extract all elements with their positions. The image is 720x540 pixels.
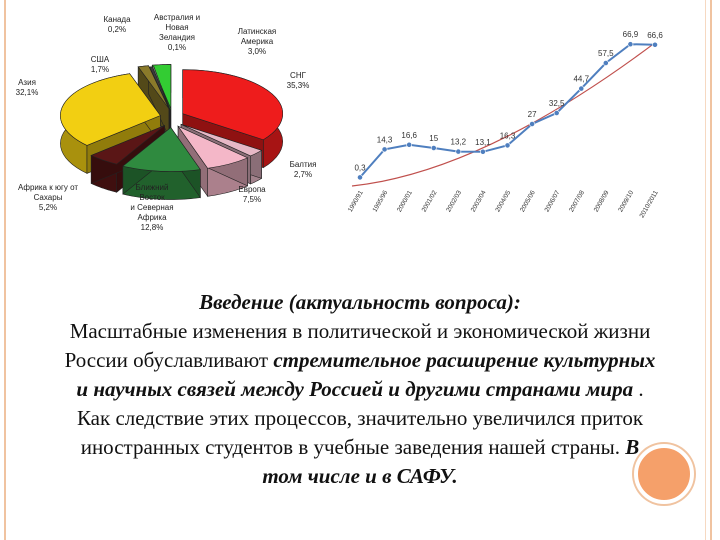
line-point — [553, 110, 560, 116]
trend-line — [351, 42, 656, 187]
line-point — [578, 85, 585, 92]
intro-p1: Масштабные изменения в политической и эк… — [64, 319, 651, 372]
line-x-tick-label: 1990/91 — [347, 189, 365, 213]
pie-slice-label: Ближний Восток и Северная Африка 12,8% — [130, 183, 173, 232]
pie-slices — [60, 64, 284, 200]
line-point — [357, 174, 363, 181]
line-value-label: 57,5 — [598, 49, 614, 58]
line-x-tick-label: 2002/03 — [445, 189, 463, 213]
line-value-label: 13,2 — [451, 138, 467, 147]
line-value-label: 27 — [528, 110, 537, 119]
intro-p1-emphasis: стремительное расширение культурных и на… — [76, 348, 656, 401]
line-x-tick-labels: 1990/91 1995/96 2000/01 2001/02 2002/03 2003/… — [347, 189, 660, 219]
line-point — [627, 41, 634, 48]
series-line — [359, 43, 656, 179]
line-x-tick-label: 2010/2011 — [639, 189, 660, 219]
line-value-label: 0,3 — [354, 163, 366, 172]
intro-p2: Как следствие этих процессов, значительн… — [76, 406, 644, 459]
line-x-tick-label: 2006/07 — [544, 189, 562, 213]
line-x-tick-label: 2007/08 — [568, 189, 586, 213]
line-value-label: 14,3 — [377, 135, 393, 144]
line-x-tick-label: 1995/96 — [372, 189, 390, 213]
line-value-label: 32,5 — [549, 99, 565, 108]
pie-slice-label: Африка к югу от Сахары 5,2% — [18, 183, 78, 212]
intro-paragraph: Масштабные изменения в политической и эк… — [60, 317, 660, 491]
line-point — [602, 60, 609, 66]
line-x-tick-label: 2004/05 — [494, 189, 512, 213]
pie-labels: СНГ 35,3% Балтия 2,7% Европа 7,5% Ближний Восто… — [16, 13, 317, 232]
pie-slice-label: Европа 7,5% — [238, 185, 266, 204]
pie-slice-label: СНГ 35,3% — [287, 71, 310, 90]
intro-p1-end: . — [633, 377, 644, 401]
pie-chart: СНГ 35,3% Балтия 2,7% Европа 7,5% Ближний Восто… — [16, 13, 317, 232]
intro-heading: Введение (актуальность вопроса): — [199, 290, 521, 314]
line-x-tick-label: 2001/02 — [421, 189, 439, 213]
line-value-label: 66,9 — [623, 30, 639, 39]
line-value-labels: 0,3 14,3 16,6 15 13,2 13,1 16,3 27 32,5 44,7 57,5 6… — [354, 30, 663, 172]
left-frame-line — [4, 0, 6, 540]
line-point — [381, 146, 388, 153]
line-point — [529, 121, 535, 127]
pie-slice — [137, 65, 170, 138]
pie-slice-label: Латинская Америка 3,0% — [238, 27, 277, 56]
line-value-label: 16,6 — [401, 131, 417, 140]
line-x-tick-label: 2005/06 — [519, 189, 537, 213]
line-points — [357, 41, 658, 181]
line-value-label: 66,6 — [647, 31, 663, 40]
pie-slice-label: Канада 0,2% — [103, 15, 131, 34]
decorative-circle — [634, 444, 694, 504]
line-x-tick-label: 2008/09 — [593, 189, 611, 213]
line-chart: 0,3 14,3 16,6 15 13,2 13,1 16,3 27 32,5 44,7 57,5 6… — [347, 30, 663, 219]
line-point — [406, 141, 413, 148]
right-frame-line-inner — [705, 0, 706, 540]
pie-slice-label: Австралия и Новая Зеландия 0,1% — [154, 13, 200, 52]
line-x-tick-label: 2009/10 — [617, 189, 635, 213]
line-point — [455, 148, 462, 155]
line-value-label: 13,1 — [475, 138, 491, 147]
pie-slice-label: Балтия 2,7% — [290, 160, 317, 179]
pie-slice-label: Азия 32,1% — [16, 78, 39, 97]
line-point — [430, 145, 437, 151]
line-value-label: 16,3 — [500, 131, 516, 140]
line-value-label: 44,7 — [573, 75, 589, 84]
right-frame-line — [710, 0, 712, 540]
line-point — [480, 148, 486, 155]
line-x-tick-label: 2003/04 — [470, 189, 488, 213]
line-value-label: 15 — [429, 134, 438, 143]
intro-p2-emphasis: В том числе и в САФУ. — [262, 435, 640, 488]
line-point — [652, 41, 658, 48]
pie-slice-label: США 1,7% — [91, 55, 110, 74]
line-point — [504, 142, 511, 149]
line-x-tick-label: 2000/01 — [396, 189, 414, 213]
pie-slice — [122, 126, 201, 200]
intro-text: Введение (актуальность вопроса): Масштаб… — [60, 288, 660, 491]
